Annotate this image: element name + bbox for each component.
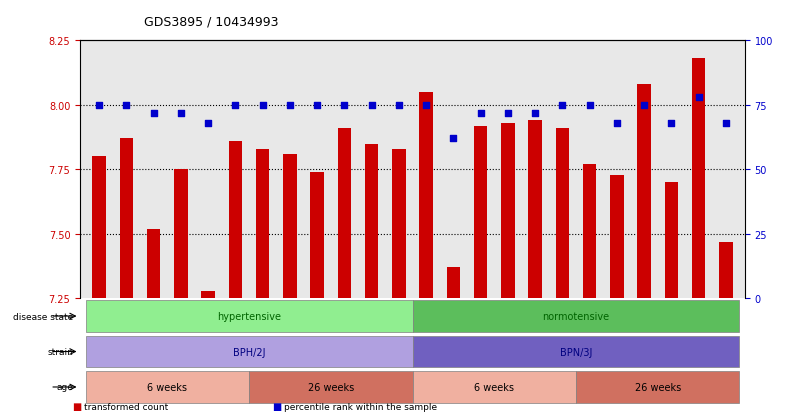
FancyBboxPatch shape [86,300,413,332]
Point [665,120,678,127]
FancyBboxPatch shape [576,371,739,403]
Point [202,120,215,127]
Bar [228,142,242,413]
Point [719,120,732,127]
Point [392,102,405,109]
Point [583,102,596,109]
Bar [474,126,488,413]
Bar [556,129,570,413]
Text: transformed count: transformed count [84,402,168,411]
Bar [92,157,106,413]
FancyBboxPatch shape [413,371,576,403]
Point [311,102,324,109]
Bar [501,123,515,413]
Point [529,110,541,116]
Point [93,102,106,109]
Point [610,120,623,127]
Text: ■: ■ [272,401,282,411]
Text: hypertensive: hypertensive [217,311,281,321]
Text: BPN/3J: BPN/3J [560,347,592,357]
Point [147,110,160,116]
Point [692,95,705,101]
Bar [283,154,296,413]
Text: BPH/2J: BPH/2J [233,347,265,357]
Point [501,110,514,116]
Bar [447,268,461,413]
Point [175,110,187,116]
Point [474,110,487,116]
Bar [310,173,324,413]
FancyBboxPatch shape [86,371,249,403]
Bar [529,121,542,413]
Point [638,102,650,109]
Text: ■: ■ [72,401,82,411]
Bar [174,170,187,413]
Text: normotensive: normotensive [542,311,610,321]
FancyBboxPatch shape [249,371,413,403]
Point [338,102,351,109]
Point [447,136,460,142]
Point [284,102,296,109]
Bar [364,144,378,413]
Bar [201,291,215,413]
Text: percentile rank within the sample: percentile rank within the sample [284,402,437,411]
Bar [692,59,706,413]
Point [365,102,378,109]
FancyBboxPatch shape [413,336,739,368]
Text: GDS3895 / 10434993: GDS3895 / 10434993 [144,16,279,29]
Text: 26 weeks: 26 weeks [308,382,354,392]
Bar [583,165,597,413]
Bar [119,139,133,413]
Bar [147,229,160,413]
FancyBboxPatch shape [413,300,739,332]
Point [556,102,569,109]
Point [420,102,433,109]
Bar [420,93,433,413]
Text: 6 weeks: 6 weeks [147,382,187,392]
Text: 26 weeks: 26 weeks [634,382,681,392]
Bar [392,150,405,413]
Bar [719,242,733,413]
Bar [337,129,351,413]
FancyBboxPatch shape [86,336,413,368]
Text: age: age [57,382,74,392]
Bar [256,150,269,413]
Point [120,102,133,109]
Point [229,102,242,109]
Bar [610,175,624,413]
Bar [665,183,678,413]
Point [256,102,269,109]
Text: 6 weeks: 6 weeks [474,382,514,392]
Bar [638,85,651,413]
Text: disease state: disease state [13,312,74,321]
Text: strain: strain [47,347,74,356]
